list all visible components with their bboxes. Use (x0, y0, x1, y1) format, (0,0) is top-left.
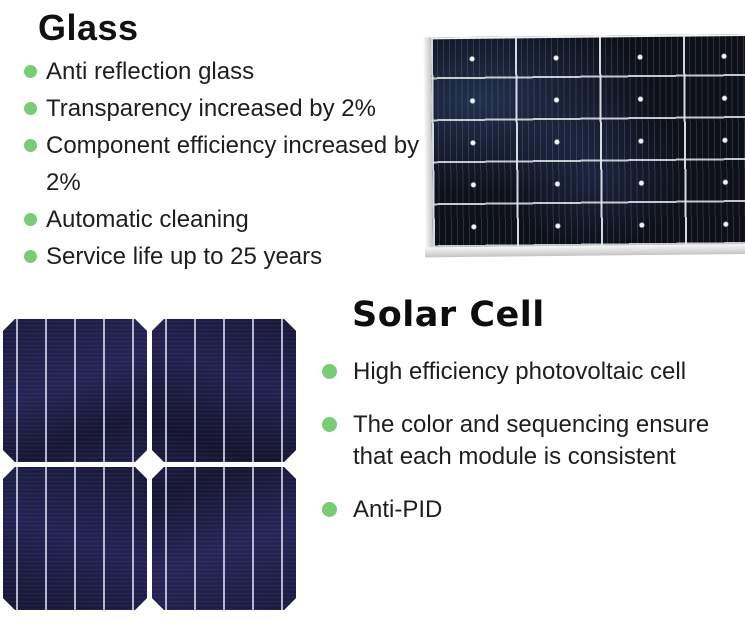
bullet-dot-icon (24, 65, 37, 78)
list-item-text: Anti reflection glass (46, 58, 255, 85)
solar-cell-tile (152, 319, 296, 462)
glass-title: Glass (38, 7, 139, 48)
list-item-text: Service life up to 25 years (46, 243, 323, 270)
panel-frame-bottom (425, 243, 745, 258)
solar-cell-section: Solar Cell High efficiency photovoltaic … (322, 294, 745, 547)
list-item-text: The color and sequencing ensure that eac… (353, 411, 710, 470)
list-item: Service life up to 25 years (20, 238, 422, 275)
solar-cell-tile (152, 467, 296, 610)
list-item: Transparency increased by 2% (20, 90, 422, 127)
list-item-text: High efficiency photovoltaic cell (353, 358, 687, 385)
list-item: Component efficiency increased by 2% (20, 127, 422, 201)
solar-cell-tile (3, 467, 147, 610)
list-item-text: Anti-PID (353, 496, 443, 523)
list-item: High efficiency photovoltaic cell (322, 356, 745, 388)
bullet-dot-icon (322, 364, 337, 379)
list-item-text: Transparency increased by 2% (46, 95, 376, 122)
list-item: Anti reflection glass (20, 53, 422, 90)
solar-panel-photo (422, 33, 745, 258)
solar-cell-feature-list: High efficiency photovoltaic cell The co… (322, 356, 745, 526)
solar-cell-tile (3, 319, 147, 462)
bullet-dot-icon (322, 502, 337, 517)
bullet-dot-icon (24, 139, 37, 152)
glass-section: Glass Anti reflection glass Transparency… (20, 6, 422, 275)
glass-feature-list: Anti reflection glass Transparency incre… (20, 53, 422, 275)
list-item: Automatic cleaning (20, 201, 422, 238)
solar-cell-title: Solar Cell (352, 295, 545, 335)
list-item: The color and sequencing ensure that eac… (322, 409, 745, 473)
list-item-text: Automatic cleaning (46, 206, 249, 233)
bullet-dot-icon (24, 213, 37, 226)
solar-cells-photo (3, 319, 296, 610)
bullet-dot-icon (322, 417, 337, 432)
list-item-text: Component efficiency increased by 2% (46, 132, 420, 196)
bullet-dot-icon (24, 250, 37, 263)
bullet-dot-icon (24, 102, 37, 115)
list-item: Anti-PID (322, 494, 745, 526)
panel-cell-grid (430, 33, 745, 248)
